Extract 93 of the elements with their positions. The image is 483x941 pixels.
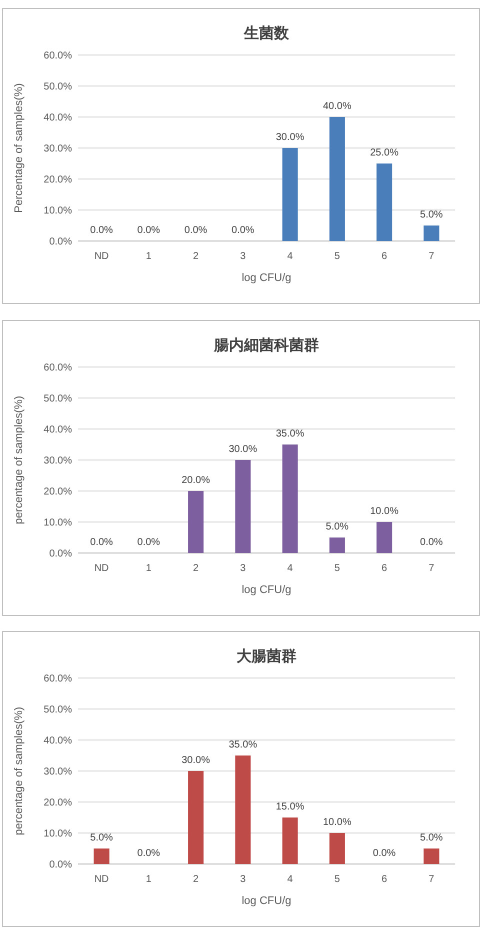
- data-label: 0.0%: [420, 537, 443, 548]
- data-label: 5.0%: [326, 522, 349, 532]
- y-tick-label: 60.0%: [44, 50, 72, 62]
- x-tick-label: 7: [428, 874, 435, 885]
- y-tick-label: 50.0%: [44, 394, 72, 404]
- data-label: 0.0%: [184, 225, 208, 236]
- data-label: 10.0%: [323, 817, 352, 828]
- y-axis-title: Percentage of samples(%): [13, 83, 25, 213]
- x-tick-label: 5: [334, 251, 340, 262]
- y-tick-label: 60.0%: [44, 362, 72, 374]
- x-tick-label: 5: [334, 563, 340, 574]
- x-tick-label: ND: [94, 563, 109, 574]
- y-tick-label: 0.0%: [49, 236, 72, 248]
- bar: [376, 164, 392, 241]
- x-tick-label: 2: [193, 563, 200, 574]
- y-axis-title: percentage of samples(%): [13, 706, 25, 836]
- x-tick-label: 6: [382, 563, 388, 574]
- x-tick-label: 1: [146, 874, 152, 885]
- data-label: 0.0%: [137, 848, 160, 859]
- data-label: 10.0%: [370, 506, 399, 517]
- bar: [424, 848, 440, 864]
- y-tick-label: 0.0%: [49, 860, 72, 870]
- y-tick-label: 10.0%: [44, 828, 72, 840]
- x-tick-label: 6: [382, 874, 388, 885]
- x-tick-label: 4: [287, 563, 294, 574]
- chart-title: 大腸菌群: [236, 648, 296, 665]
- x-tick-label: 7: [428, 563, 435, 574]
- x-tick-label: 4: [287, 874, 294, 885]
- data-label: 15.0%: [276, 802, 304, 812]
- bar: [282, 444, 298, 553]
- x-tick-label: 4: [287, 251, 294, 262]
- data-label: 5.0%: [420, 832, 443, 844]
- x-tick-label: 2: [193, 874, 200, 885]
- data-label: 30.0%: [182, 755, 210, 766]
- data-label: 0.0%: [137, 225, 160, 236]
- data-label: 30.0%: [276, 132, 304, 143]
- x-axis-title: log CFU/g: [242, 895, 292, 907]
- y-tick-label: 30.0%: [44, 144, 72, 154]
- y-tick-label: 30.0%: [44, 766, 72, 778]
- data-label: 0.0%: [372, 848, 396, 859]
- y-tick-label: 40.0%: [44, 736, 72, 746]
- data-label: 0.0%: [137, 537, 160, 548]
- bar: [235, 756, 251, 864]
- x-tick-label: 3: [240, 251, 246, 262]
- bar: [282, 148, 298, 241]
- data-label: 35.0%: [228, 740, 258, 750]
- y-tick-label: 60.0%: [44, 674, 72, 684]
- y-tick-label: 50.0%: [44, 82, 72, 92]
- x-tick-label: 1: [146, 251, 152, 262]
- x-tick-label: 6: [382, 251, 388, 262]
- x-tick-label: 2: [193, 251, 200, 262]
- bar: [329, 833, 345, 864]
- y-tick-label: 0.0%: [49, 548, 72, 560]
- x-tick-label: ND: [94, 251, 109, 262]
- data-label: 0.0%: [90, 537, 114, 548]
- y-tick-label: 40.0%: [44, 112, 72, 124]
- y-tick-label: 20.0%: [44, 486, 72, 498]
- y-tick-label: 10.0%: [44, 518, 72, 528]
- bar: [282, 818, 298, 864]
- data-label: 0.0%: [232, 225, 254, 236]
- data-label: 30.0%: [228, 444, 258, 455]
- bar: [188, 771, 204, 864]
- bar: [188, 491, 204, 553]
- data-label: 40.0%: [323, 101, 352, 112]
- x-tick-label: 3: [240, 874, 246, 885]
- data-label: 5.0%: [90, 832, 114, 844]
- x-tick-label: 1: [146, 563, 152, 574]
- y-tick-label: 30.0%: [44, 456, 72, 466]
- x-tick-label: 7: [428, 251, 435, 262]
- bar: [424, 226, 440, 241]
- x-axis-title: log CFU/g: [242, 272, 292, 284]
- bar: [329, 538, 345, 553]
- y-tick-label: 50.0%: [44, 704, 72, 716]
- y-tick-label: 40.0%: [44, 424, 72, 436]
- chart-title: 腸内細菌科菌群: [213, 337, 319, 354]
- data-label: 5.0%: [420, 210, 443, 220]
- bar: [329, 117, 345, 241]
- y-tick-label: 20.0%: [44, 798, 72, 808]
- bar: [94, 848, 110, 864]
- data-label: 0.0%: [90, 225, 114, 236]
- y-tick-label: 20.0%: [44, 174, 72, 186]
- bar: [235, 460, 251, 553]
- x-tick-label: 3: [240, 563, 246, 574]
- chart-title: 生菌数: [243, 25, 290, 42]
- y-tick-label: 10.0%: [44, 206, 72, 216]
- data-label: 35.0%: [276, 428, 304, 440]
- bar: [376, 522, 392, 553]
- y-axis-title: percentage of samples(%): [13, 396, 25, 524]
- data-label: 20.0%: [182, 475, 210, 486]
- data-label: 25.0%: [370, 148, 399, 158]
- x-tick-label: 5: [334, 874, 340, 885]
- x-axis-title: log CFU/g: [242, 584, 292, 596]
- x-tick-label: ND: [94, 874, 109, 885]
